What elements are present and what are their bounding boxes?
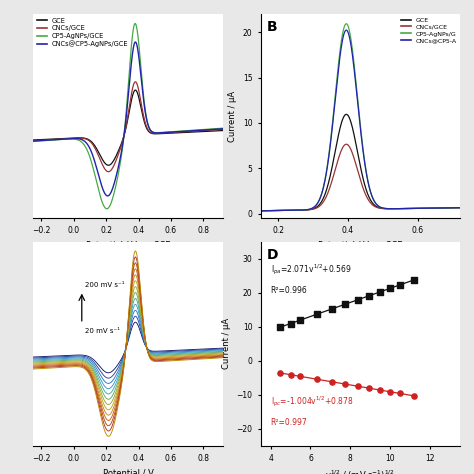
Text: I$_{pc}$=-1.004v$^{1/2}$+0.878: I$_{pc}$=-1.004v$^{1/2}$+0.878 (271, 395, 353, 409)
Point (354, 383, 362, 390)
Text: R²=0.997: R²=0.997 (271, 418, 308, 427)
Point (341, 380, 349, 388)
Point (386, 388, 394, 395)
X-axis label: Potential / V vs. SCE: Potential / V vs. SCE (86, 241, 170, 250)
Point (365, 384, 373, 392)
Point (396, 390, 404, 397)
Text: B: B (267, 20, 277, 34)
Point (376, 386, 384, 394)
Text: R²=0.996: R²=0.996 (271, 286, 308, 295)
Point (328, 378, 336, 385)
Text: D: D (267, 248, 278, 262)
Point (376, 288, 384, 296)
Point (313, 310, 320, 318)
Legend: GCE, CNCs/GCE, CP5-AgNPs/GCE, CNCs@CP5-AgNPs/GCE: GCE, CNCs/GCE, CP5-AgNPs/GCE, CNCs@CP5-A… (36, 18, 128, 47)
Legend: GCE, CNCs/GCE, CP5-AgNPs/G, CNCs@CP5-A: GCE, CNCs/GCE, CP5-AgNPs/G, CNCs@CP5-A (401, 18, 456, 44)
Point (276, 323, 284, 331)
Point (296, 316, 304, 324)
X-axis label: v$^{1/2}$ / (mV s$^{-1}$)$^{1/2}$: v$^{1/2}$ / (mV s$^{-1}$)$^{1/2}$ (325, 468, 395, 474)
X-axis label: Potential / V: Potential / V (102, 468, 154, 474)
Y-axis label: Current / μA: Current / μA (228, 91, 237, 142)
Text: I$_{pa}$=2.071v$^{1/2}$+0.569: I$_{pa}$=2.071v$^{1/2}$+0.569 (271, 262, 351, 277)
X-axis label: Potential / V vs. SCE: Potential / V vs. SCE (318, 241, 402, 250)
Point (287, 371, 294, 379)
Point (276, 369, 284, 377)
Point (386, 284, 394, 292)
Text: 200 mV s⁻¹: 200 mV s⁻¹ (85, 282, 125, 288)
Point (396, 281, 404, 289)
Point (287, 320, 294, 328)
Text: 20 mV s⁻¹: 20 mV s⁻¹ (85, 328, 120, 334)
Point (328, 305, 336, 313)
Y-axis label: Current / μA: Current / μA (222, 318, 231, 369)
Point (410, 392, 418, 400)
Point (365, 292, 373, 300)
Point (354, 296, 362, 304)
Point (313, 375, 320, 383)
Point (341, 301, 349, 308)
Point (296, 373, 304, 380)
Point (410, 276, 418, 284)
